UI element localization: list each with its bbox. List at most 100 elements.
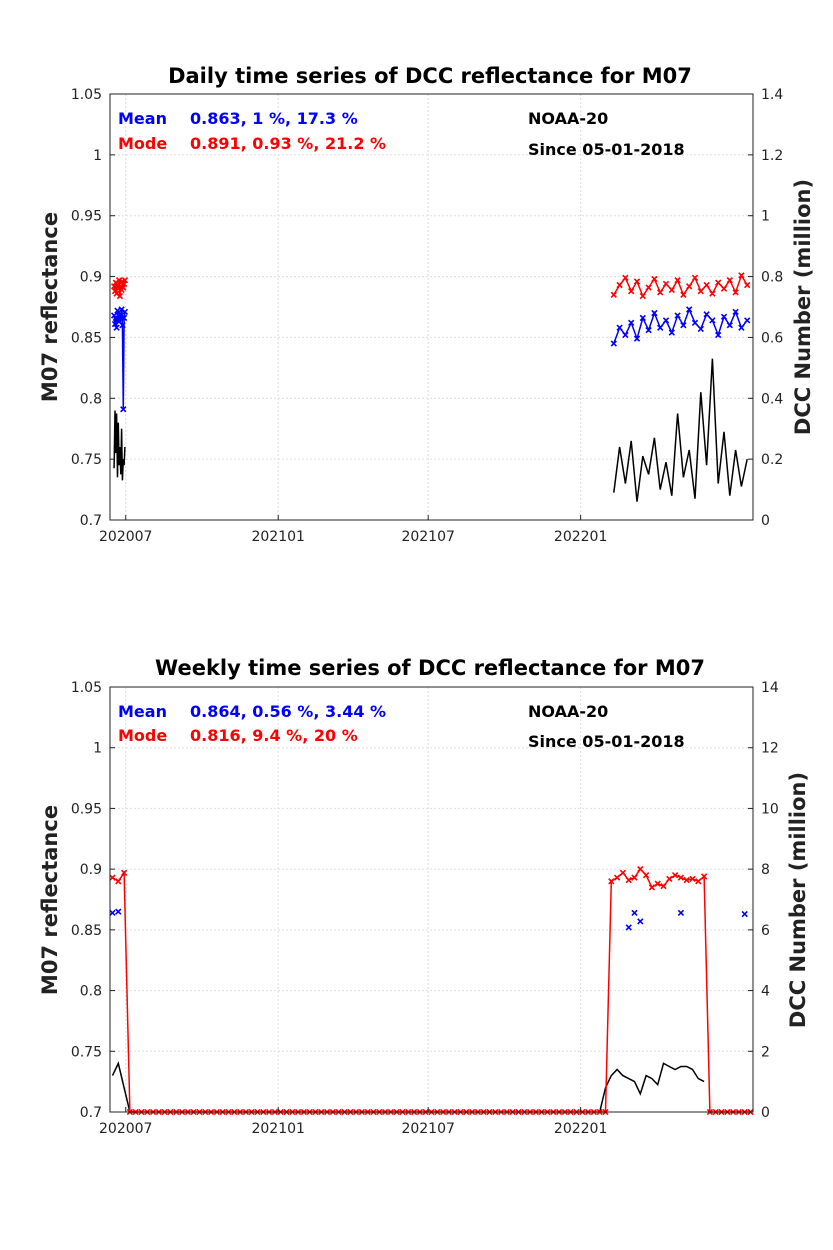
x-tick-label: 202201 [554, 529, 607, 545]
mean-point [738, 324, 745, 331]
mean-point [111, 320, 119, 328]
plot-frame [109, 93, 754, 521]
mode-point [633, 278, 641, 285]
mean-point [668, 329, 675, 336]
mode-point [720, 285, 728, 292]
y2-axis-label: DCC Number (million) [791, 179, 815, 435]
x-tick-label: 202201 [554, 1121, 607, 1137]
mode-point [695, 878, 702, 885]
y2-tick-label: 12 [761, 741, 779, 757]
mean-point [121, 308, 129, 316]
mean-point [119, 322, 126, 329]
y-tick-label: 0.75 [71, 452, 102, 468]
mean-point [625, 924, 632, 931]
mode-point [691, 274, 699, 281]
y-tick-label: 1 [93, 741, 102, 757]
y-tick-label: 0.9 [80, 862, 102, 878]
mode-point [738, 272, 745, 279]
mode-point [622, 274, 629, 281]
y2-tick-label: 10 [761, 801, 779, 817]
mean-point [120, 314, 128, 322]
y-tick-label: 1 [93, 148, 102, 164]
y2-tick-label: 2 [761, 1044, 770, 1060]
mode-label: Mode [118, 726, 167, 745]
dcc-number-line [111, 1061, 136, 1113]
mean-label: Mean [118, 702, 167, 721]
mode-point [744, 281, 751, 289]
y2-tick-label: 0.2 [761, 452, 783, 468]
x-tick-label: 202107 [401, 1121, 454, 1137]
mode-point [639, 292, 646, 300]
mean-point [744, 317, 751, 324]
mode-point [666, 875, 673, 883]
satellite-label: NOAA-20 [528, 702, 608, 721]
mean-point [677, 909, 685, 917]
mean-point [616, 324, 623, 331]
mode-point [121, 277, 129, 284]
y-tick-label: 0.85 [71, 330, 102, 346]
dcc-number-line [598, 1062, 705, 1113]
mode-point [726, 277, 733, 284]
y-tick-label: 0.7 [80, 1105, 102, 1121]
mean-point [645, 326, 652, 334]
y2-tick-label: 0 [761, 513, 770, 529]
mean-point [720, 313, 728, 320]
y-tick-label: 0.85 [71, 923, 102, 939]
mean-point [741, 910, 748, 918]
mode-point [657, 289, 664, 296]
mean-point [691, 319, 699, 326]
mode-point [703, 281, 710, 289]
dcc-number-line [113, 410, 126, 481]
mode-point [709, 290, 716, 297]
y-tick-label: 0.9 [80, 270, 102, 286]
mode-point [610, 291, 617, 298]
mode-point [674, 277, 681, 284]
mean-point [114, 307, 121, 314]
y-tick-label: 0.75 [71, 1044, 102, 1060]
mean-point [703, 311, 710, 318]
mean-point [622, 331, 629, 339]
y2-tick-label: 0.4 [761, 391, 783, 407]
y2-tick-label: 1.2 [761, 148, 783, 164]
mean-stats: 0.864, 0.56 %, 3.44 % [190, 702, 386, 721]
mean-point [120, 406, 127, 413]
mode-point [668, 286, 675, 294]
y2-tick-label: 0 [761, 1105, 770, 1121]
mean-point [633, 335, 641, 342]
chart-title: Weekly time series of DCC reflectance fo… [155, 656, 705, 680]
daily-chart: Daily time series of DCC reflectance for… [38, 64, 815, 545]
mean-point [709, 317, 716, 324]
mode-point [625, 876, 632, 884]
mean-series [109, 908, 748, 931]
since-label: Since 05-01-2018 [528, 140, 685, 159]
y2-tick-label: 0.6 [761, 330, 783, 346]
mean-point [651, 309, 658, 317]
mode-point [648, 884, 656, 891]
weekly-chart: Weekly time series of DCC reflectance fo… [38, 656, 810, 1137]
mean-series [110, 306, 751, 413]
y2-axis-label: DCC Number (million) [786, 772, 810, 1028]
mode-point [662, 280, 670, 288]
mode-point [631, 874, 638, 881]
dcc-number-series [113, 358, 748, 502]
x-tick-label: 202101 [251, 1121, 304, 1137]
mean-point [113, 324, 120, 331]
mode-point [642, 872, 650, 879]
x-tick-label: 202007 [99, 529, 152, 545]
mean-line [613, 307, 748, 344]
y-tick-label: 1.05 [71, 87, 102, 103]
y2-tick-label: 1 [761, 209, 770, 225]
mode-point [715, 279, 722, 286]
mode-point [619, 869, 627, 876]
mode-point [116, 292, 124, 300]
x-tick-label: 202107 [401, 529, 454, 545]
mode-point [689, 875, 696, 883]
mode-point [686, 283, 693, 290]
mean-point [610, 340, 617, 347]
mean-point [715, 331, 722, 339]
x-tick-label: 202101 [251, 529, 304, 545]
mode-label: Mode [118, 134, 167, 153]
y-axis-label: M07 reflectance [38, 212, 62, 402]
mode-point [115, 878, 122, 885]
y-tick-label: 0.7 [80, 513, 102, 529]
